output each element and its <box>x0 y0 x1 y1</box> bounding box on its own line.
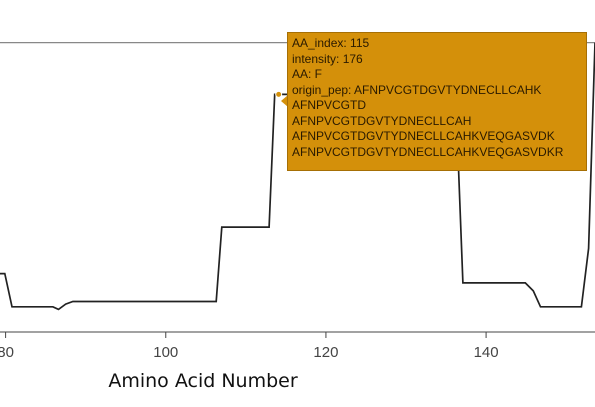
hover-tooltip: AA_index: 115 intensity: 176 AA: F origi… <box>287 32 587 171</box>
hover-point[interactable] <box>275 90 283 98</box>
x-tick-label: 80 <box>0 344 14 361</box>
x-tick-label: 120 <box>313 344 338 361</box>
tooltip-line: AA_index: 115 <box>292 36 370 50</box>
tooltip-line: AFNPVCGTDGVTYDNECLLCAH <box>292 113 472 128</box>
tooltip-line: AFNPVCGTDGVTYDNECLLCAHKVEQGASVDKR <box>292 144 564 159</box>
tooltip-line: AFNPVCGTDGVTYDNECLLCAHKVEQGASVDK <box>292 129 555 143</box>
tooltip-arrow <box>281 95 288 107</box>
intensity-line[interactable] <box>0 42 595 311</box>
x-axis-ticks: 80 100 120 140 <box>0 332 499 361</box>
x-tick-label: 140 <box>474 344 499 361</box>
tooltip-line: AA: F <box>292 67 323 81</box>
x-tick-label: 100 <box>153 344 178 361</box>
tooltip-line: origin_pep: AFNPVCGTDGVTYDNECLLCAHK <box>292 82 542 97</box>
tooltip-line: AFNPVCGTD <box>292 98 367 112</box>
x-axis-title: Amino Acid Number <box>108 370 297 392</box>
tooltip-line: intensity: 176 <box>292 51 363 66</box>
